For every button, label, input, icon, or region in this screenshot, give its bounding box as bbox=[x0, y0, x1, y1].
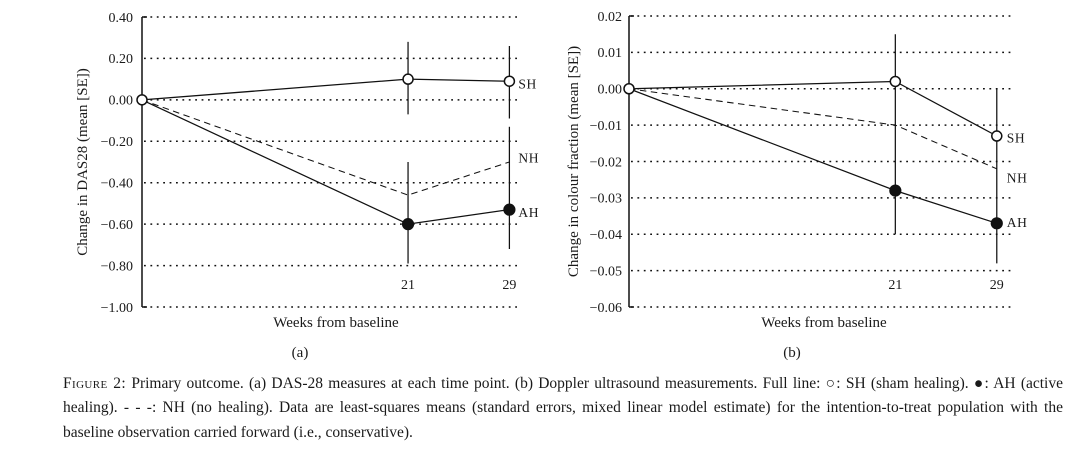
y-tick-label: −0.01 bbox=[590, 119, 622, 134]
marker-sh-week0 bbox=[136, 94, 148, 106]
y-tick-label: −0.40 bbox=[101, 177, 133, 192]
chart-a: 0.40 0.20 0.00 −0.20 −0.40 −0.60 −0.80 −1.00 SH N… bbox=[75, 11, 539, 361]
y-tick-label: −0.04 bbox=[590, 228, 622, 243]
marker-sh-week21 bbox=[889, 75, 902, 88]
y-tick-label: 0.00 bbox=[598, 83, 623, 98]
series-label-sh: SH bbox=[1007, 131, 1025, 146]
marker-ah-week29 bbox=[503, 203, 516, 216]
x-tick-label: 21 bbox=[401, 278, 415, 293]
series-label-nh: NH bbox=[1007, 170, 1028, 185]
y-tick-label: −0.03 bbox=[590, 192, 622, 207]
marker-sh-week0 bbox=[623, 83, 635, 95]
y-axis-title: Change in DAS28 (mean [SE]) bbox=[75, 68, 91, 255]
series-label-nh: NH bbox=[518, 151, 539, 166]
marker-ah-week21 bbox=[401, 218, 415, 231]
marker-sh-week21 bbox=[402, 73, 414, 85]
series-label-sh: SH bbox=[518, 77, 536, 92]
chart-sublabel-b: (b) bbox=[783, 345, 801, 361]
figure-caption-label: Figure 2: bbox=[63, 375, 127, 392]
y-tick-label: −1.00 bbox=[101, 301, 133, 316]
y-tick-label: 0.40 bbox=[109, 11, 134, 26]
marker-ah-week21 bbox=[889, 184, 902, 197]
y-tick-label: −0.05 bbox=[590, 264, 622, 279]
x-axis-title: Weeks from baseline bbox=[273, 315, 399, 331]
y-tick-label: −0.60 bbox=[101, 218, 133, 233]
series-label-ah: AH bbox=[1007, 215, 1028, 230]
series-line-nh bbox=[628, 88, 998, 170]
x-tick-label: 29 bbox=[502, 278, 516, 293]
marker-sh-week29 bbox=[503, 75, 516, 87]
charts-canvas: 0.40 0.20 0.00 −0.20 −0.40 −0.60 −0.80 −1.00 SH N… bbox=[75, 10, 1027, 361]
series-line-sh bbox=[628, 80, 998, 137]
y-tick-label: 0.01 bbox=[598, 46, 623, 61]
x-tick-label: 21 bbox=[888, 278, 902, 293]
y-tick-label: −0.02 bbox=[590, 155, 622, 170]
x-axis-title: Weeks from baseline bbox=[761, 315, 887, 331]
y-tick-label: 0.02 bbox=[598, 10, 623, 25]
figure-caption-text: Primary outcome. (a) DAS-28 measures at … bbox=[63, 375, 1063, 441]
chart-sublabel-a: (a) bbox=[292, 345, 309, 361]
y-tick-label: 0.00 bbox=[109, 94, 134, 109]
series-line-ah bbox=[141, 99, 510, 225]
y-tick-label: −0.06 bbox=[590, 301, 622, 316]
marker-sh-week29 bbox=[991, 130, 1003, 142]
figure-caption: Figure 2: Primary outcome. (a) DAS-28 me… bbox=[63, 372, 1063, 445]
x-tick-label: 29 bbox=[990, 278, 1004, 293]
y-tick-label: −0.80 bbox=[101, 259, 133, 274]
y-axis-title: Change in colour fraction (mean [SE]) bbox=[566, 46, 582, 277]
chart-b: 0.02 0.01 0.00 −0.01 −0.02 −0.03 −0.04 −0.05 −0.… bbox=[566, 10, 1027, 361]
series-line-ah bbox=[628, 88, 997, 224]
marker-ah-week29 bbox=[990, 217, 1003, 230]
y-tick-label: 0.20 bbox=[109, 52, 134, 67]
series-label-ah: AH bbox=[518, 205, 539, 220]
series-line-nh bbox=[141, 99, 510, 196]
series-line-sh bbox=[141, 78, 510, 101]
y-tick-label: −0.20 bbox=[101, 135, 133, 150]
